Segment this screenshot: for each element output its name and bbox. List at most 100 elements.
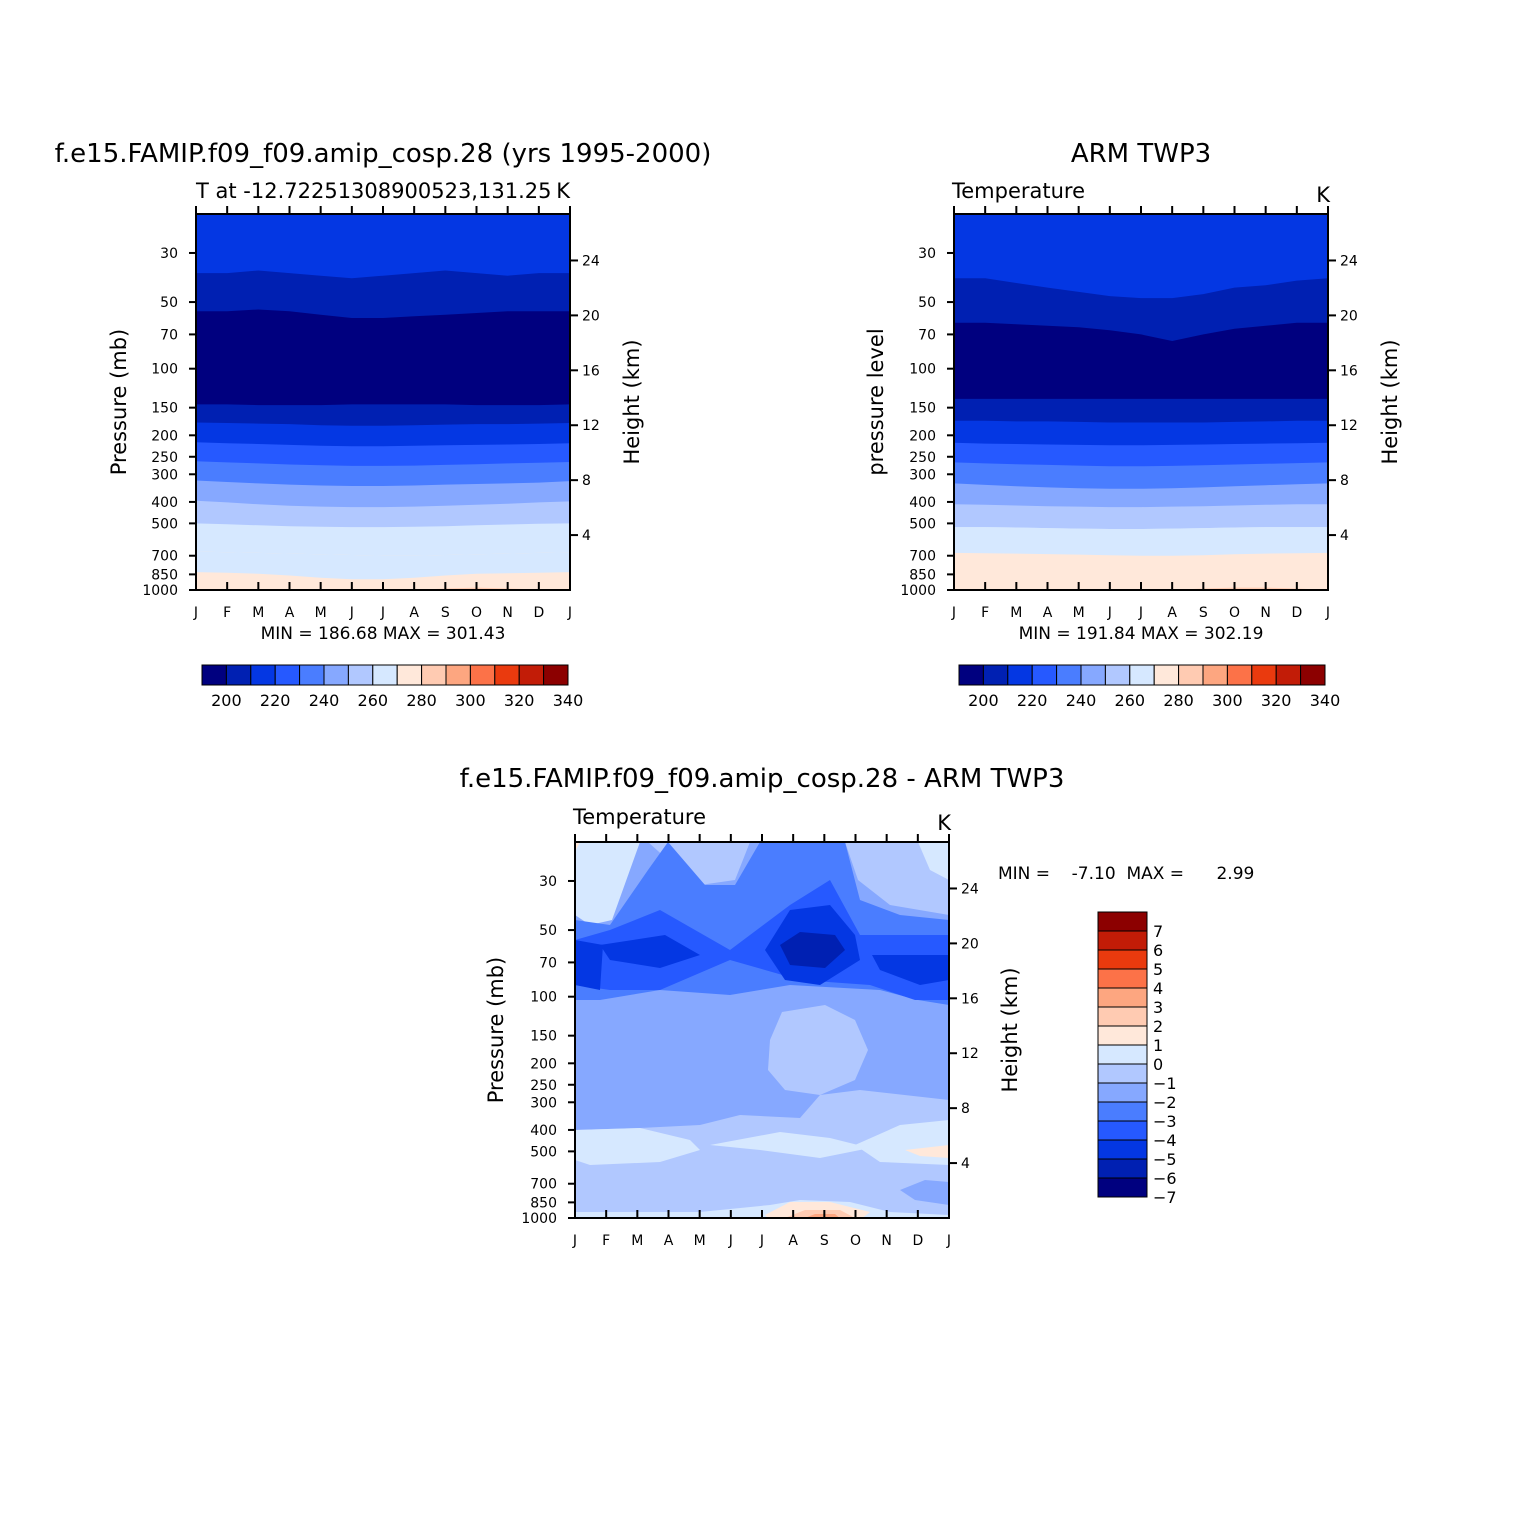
obs-colorbar-label: 260 [1115,691,1146,710]
diff-ytick-label: 50 [539,923,557,939]
diff-xtick-label: A [664,1233,674,1249]
obs-colorbar-box [1056,664,1082,686]
diff-ytick-label: 1000 [521,1211,557,1227]
model-xtick-label: N [502,605,512,621]
model-xtick-label: J [349,605,354,621]
diff-y2tick-label: 8 [961,1101,970,1117]
panel-model: f.e15.FAMIP.f09_f09.amip_cosp.28 (yrs 19… [55,139,712,710]
panel-obs-colorbar: 200 220 240 260 280 300 320 340 [958,664,1341,710]
obs-ytick-label: 500 [909,516,936,532]
model-colorbar-box [225,664,252,686]
model-colorbar-box [201,664,227,686]
model-colorbar-box [372,664,398,686]
panel-diff-title: f.e15.FAMIP.f09_f09.amip_cosp.28 - ARM T… [460,764,1065,794]
diff-y2tick-label: 24 [961,881,979,897]
obs-xtick-label: A [1043,605,1053,621]
diff-y2tick-label: 12 [961,1046,979,1062]
model-ytick-label: 850 [151,567,178,583]
model-xtick-label: D [533,605,544,621]
model-colorbar-box [469,664,496,686]
model-colorbar-box [396,664,423,686]
diff-colorbar-box [1097,1006,1148,1027]
obs-y2tick-label: 16 [1340,363,1358,379]
model-colorbar-box [445,664,471,686]
obs-y2tick-label: 20 [1340,308,1358,324]
diff-colorbar-label: −5 [1153,1150,1177,1169]
diff-colorbar-label: 7 [1153,922,1163,941]
diff-ytick-label: 30 [539,874,557,890]
diff-colorbar-label: 3 [1153,998,1163,1017]
diff-region-top-left-warm [575,842,580,852]
diff-colorbar-label: 1 [1153,1036,1163,1055]
diff-colorbar-label: −7 [1153,1188,1177,1207]
obs-xtick-label: J [1138,605,1143,621]
model-colorbar-label: 240 [309,691,340,710]
diff-xtick-label: D [912,1233,923,1249]
diff-colorbar-box [1097,911,1148,932]
model-colorbar-box [347,664,374,686]
model-colorbar-label: 280 [406,691,437,710]
obs-colorbar-label: 200 [968,691,999,710]
panel-obs-contours [954,214,1328,590]
obs-ytick-label: 300 [909,467,936,483]
obs-colorbar-box [1104,664,1131,686]
diff-region-lower-minus3-right [900,1180,949,1205]
obs-colorbar-box [982,664,1009,686]
model-colorbar-label: 260 [358,691,389,710]
model-xtick-label: J [567,605,572,621]
obs-colorbar-label: 320 [1261,691,1292,710]
diff-colorbar-label: 0 [1153,1055,1163,1074]
diff-colorbar-box [1097,987,1148,1008]
diff-y2tick-label: 4 [961,1156,970,1172]
obs-ytick-label: 700 [909,549,936,565]
model-colorbar-label: 320 [504,691,535,710]
model-ytick-label: 100 [151,362,178,378]
model-xtick-label: S [441,605,450,621]
obs-colorbar-label: 340 [1310,691,1341,710]
diff-region-lower-light [575,1090,949,1218]
diff-xtick-label: F [602,1233,610,1249]
model-colorbar-box [421,664,447,686]
panel-diff-units: K [937,811,952,835]
panel-model-ylabel: Pressure (mb) [107,329,131,476]
obs-colorbar-label: 280 [1163,691,1194,710]
model-y2tick-label: 20 [582,308,600,324]
diff-region-minus6-edge [575,940,603,990]
diff-ytick-label: 400 [530,1123,557,1139]
model-ytick-label: 50 [160,295,178,311]
diff-colorbar-label: −2 [1153,1093,1177,1112]
panel-obs-title: ARM TWP3 [1071,139,1211,169]
panel-diff-contours [575,842,949,1218]
diff-colorbar-box [1097,949,1148,970]
diff-ytick-label: 150 [530,1029,557,1045]
obs-xtick-label: M [1073,605,1085,621]
panel-obs-stats: MIN = 191.84 MAX = 302.19 [1019,624,1264,644]
obs-ytick-label: 850 [909,567,936,583]
obs-colorbar-box [1226,664,1253,686]
diff-colorbar-label: −3 [1153,1112,1177,1131]
obs-colorbar-box [1300,664,1326,686]
diff-colorbar-label: −4 [1153,1131,1177,1150]
diff-colorbar-box [1097,1044,1148,1065]
panel-obs-units: K [1316,183,1331,207]
model-ytick-label: 200 [151,428,178,444]
diff-colorbar-box [1097,1101,1148,1122]
obs-colorbar-label: 220 [1017,691,1048,710]
diff-xtick-label: S [820,1233,829,1249]
model-xtick-label: A [285,605,295,621]
diff-region-minus6-left [600,935,700,968]
model-colorbar-label: 340 [553,691,584,710]
diff-colorbar-label: 4 [1153,979,1163,998]
diff-region-upper-trop-light [768,1005,868,1095]
diff-xtick-label: J [946,1233,951,1249]
panel-model-contours [196,214,570,590]
obs-colorbar-box [1031,664,1058,686]
panel-obs: ARM TWP3 Temperature K J F M A M J J A S O N D J 30 50… [864,139,1402,710]
model-xtick-label: F [223,605,231,621]
obs-xtick-label: J [951,605,956,621]
model-y2tick-label: 8 [582,473,591,489]
